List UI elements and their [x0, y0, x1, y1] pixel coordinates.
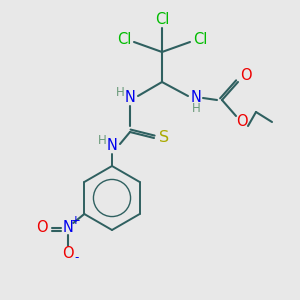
Text: Cl: Cl	[117, 32, 131, 47]
Text: Cl: Cl	[193, 32, 207, 47]
Text: H: H	[98, 134, 106, 146]
Text: N: N	[63, 220, 74, 236]
Text: O: O	[236, 115, 248, 130]
Text: H: H	[192, 101, 200, 115]
Text: H: H	[116, 85, 124, 98]
Text: S: S	[159, 130, 169, 146]
Text: N: N	[124, 91, 135, 106]
Text: N: N	[190, 91, 201, 106]
Text: N: N	[106, 139, 117, 154]
Text: -: -	[74, 251, 79, 265]
Text: Cl: Cl	[155, 13, 169, 28]
Text: +: +	[70, 214, 80, 227]
Text: O: O	[240, 68, 252, 83]
Text: O: O	[62, 247, 74, 262]
Text: O: O	[37, 220, 48, 236]
